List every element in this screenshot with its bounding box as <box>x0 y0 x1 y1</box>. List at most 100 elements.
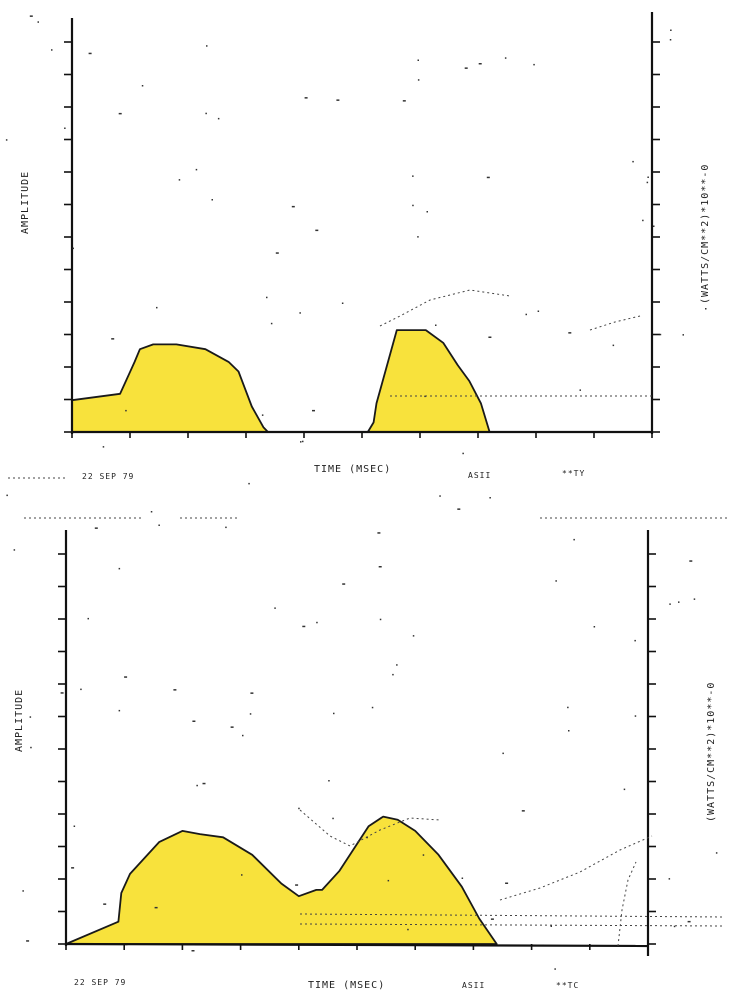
noise-speck <box>51 49 53 51</box>
bottom-amplitude-area <box>65 815 498 945</box>
noise-speck <box>426 211 428 213</box>
noise-speck <box>715 852 718 854</box>
noise-speck <box>659 333 662 336</box>
noise-speck <box>302 625 306 628</box>
noise-speck <box>537 310 540 312</box>
noise-speck <box>705 308 707 310</box>
noise-speck <box>689 560 693 562</box>
noise-speck <box>623 788 626 791</box>
noise-speck <box>298 807 300 810</box>
noise-speck <box>156 306 158 309</box>
noise-speck <box>195 168 198 171</box>
noise-speck <box>64 127 66 129</box>
noise-speck <box>73 825 76 827</box>
noise-speck <box>88 52 92 55</box>
noise-speck <box>366 836 368 839</box>
noise-speck <box>646 181 649 184</box>
noise-speck <box>211 199 213 201</box>
top-extra-label-1: ASII <box>468 471 491 480</box>
noise-speck <box>435 324 437 326</box>
noise-speck <box>87 617 89 620</box>
noise-speck <box>417 59 419 61</box>
noise-speck <box>299 312 301 314</box>
noise-speck <box>612 344 615 347</box>
noise-speck <box>417 79 420 81</box>
noise-speck <box>568 332 572 334</box>
noise-speck <box>550 925 552 927</box>
noise-speck <box>37 21 39 23</box>
noise-speck <box>178 179 181 181</box>
noise-speck <box>653 225 655 227</box>
bottom-xlabel: TIME (MSEC) <box>308 980 385 991</box>
noise-speck <box>275 252 279 254</box>
bottom-date-label: 22 SEP 79 <box>74 978 126 987</box>
noise-speck <box>241 874 243 876</box>
noise-speck <box>642 219 644 222</box>
top-date-label: 22 SEP 79 <box>82 472 134 481</box>
noise-speck <box>396 664 398 666</box>
noise-speck <box>593 626 596 628</box>
noise-speck <box>225 526 227 529</box>
noise-speck <box>196 784 198 787</box>
noise-speck <box>489 497 491 499</box>
top-ylabel-left: AMPLITUDE <box>20 171 31 234</box>
bottom-dotted-rise <box>617 861 637 947</box>
noise-speck <box>669 39 672 41</box>
noise-speck <box>191 950 195 952</box>
noise-speck <box>486 176 490 179</box>
noise-speck <box>6 494 8 497</box>
noise-speck <box>154 906 158 909</box>
noise-speck <box>249 713 252 715</box>
noise-speck <box>202 782 206 785</box>
noise-speck <box>111 338 115 340</box>
noise-speck <box>150 511 153 513</box>
noise-speck <box>304 97 308 99</box>
noise-speck <box>377 532 381 534</box>
top-amplitude-area <box>71 329 491 433</box>
noise-speck <box>634 639 636 642</box>
noise-speck <box>422 854 425 856</box>
noise-speck <box>248 482 250 485</box>
top-dotted-trace-right <box>589 315 641 331</box>
noise-speck <box>291 205 295 208</box>
bottom-ylabel-right: (WATTS/CM**2)*10**-0 <box>706 682 717 822</box>
noise-speck <box>295 884 299 886</box>
noise-speck <box>315 229 319 232</box>
noise-speck <box>274 607 276 609</box>
noise-speck <box>407 928 409 931</box>
noise-speck <box>266 296 268 299</box>
noise-speck <box>80 688 82 691</box>
noise-speck <box>230 726 234 728</box>
noise-speck <box>568 730 570 732</box>
bottom-dotted-trace-right <box>499 835 653 901</box>
noise-speck <box>29 716 32 718</box>
noise-speck <box>336 99 340 101</box>
noise-speck <box>118 112 122 115</box>
bottom-dotted-line-2 <box>299 923 726 927</box>
noise-speck <box>302 440 304 443</box>
noise-speck <box>669 603 671 605</box>
bottom-panel: AMPLITUDE (WATTS/CM**2)*10**-0 22 SEP 79… <box>14 530 726 991</box>
noise-speck <box>387 879 390 882</box>
noise-speck <box>124 676 128 678</box>
top-xlabel: TIME (MSEC) <box>314 464 391 475</box>
noise-speck <box>490 918 494 920</box>
noise-speck <box>217 117 220 120</box>
noise-speck <box>554 968 556 970</box>
noise-speck <box>634 715 637 717</box>
top-dotted-trace <box>379 289 511 327</box>
noise-speck <box>678 601 680 603</box>
noise-speck <box>647 176 649 178</box>
noise-speck <box>668 878 671 880</box>
noise-speck <box>693 598 696 600</box>
bottom-ticks <box>58 553 656 950</box>
noise-speck <box>439 495 441 497</box>
noise-speck <box>173 689 177 691</box>
noise-speck <box>412 635 415 637</box>
noise-speck <box>270 322 273 325</box>
noise-speck <box>505 882 509 884</box>
noise-speck <box>328 780 330 782</box>
noise-speck <box>316 621 318 624</box>
noise-speck <box>30 746 32 749</box>
